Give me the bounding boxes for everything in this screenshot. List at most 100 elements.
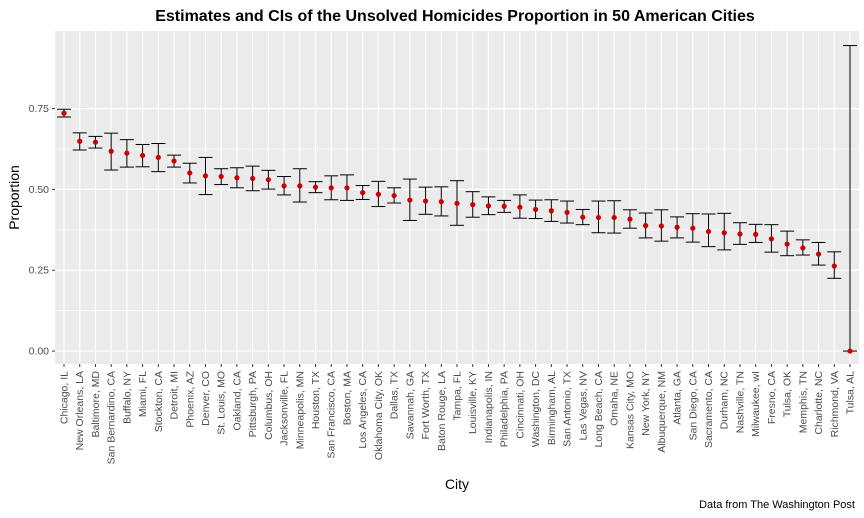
estimate-point	[831, 263, 837, 269]
x-tick-label: Columbus, OH	[263, 371, 275, 440]
estimate-point	[690, 225, 696, 231]
x-tick-label: Cincinnati, OH	[514, 371, 526, 439]
estimate-points	[61, 110, 853, 354]
x-tick-label: Philadelphia, PA	[499, 371, 511, 447]
estimate-point	[218, 173, 224, 180]
chart-title: Estimates and CIs of the Unsolved Homici…	[155, 8, 755, 25]
x-tick-label: Detroit, MI	[169, 371, 181, 419]
x-tick-label: San Francisco, CA	[326, 371, 338, 459]
estimate-point	[375, 191, 381, 197]
estimate-point	[501, 203, 507, 209]
x-tick-label: Denver, CO	[200, 371, 212, 426]
x-tick-label: Oakland, CA	[231, 371, 243, 431]
estimate-point	[77, 138, 83, 144]
x-tick-label: Buffalo, NY	[121, 371, 133, 424]
estimate-point	[470, 202, 476, 208]
estimate-point	[124, 150, 130, 156]
x-tick-label: Tulsa, AL	[845, 371, 857, 415]
estimate-point	[517, 204, 523, 210]
estimate-point	[108, 148, 114, 154]
x-tick-label: Nashville, TN	[734, 371, 746, 433]
y-tick-label: 0.75	[29, 103, 50, 115]
x-tick-label: Jacksonville, FL	[279, 371, 291, 446]
x-tick-label: Minneapolis, MN	[294, 371, 306, 449]
caption: Data from The Washington Post	[699, 499, 855, 511]
estimate-point	[815, 251, 822, 257]
x-tick-label: Fresno, CA	[766, 371, 778, 424]
x-tick-label: Tulsa, OK	[782, 371, 794, 417]
estimate-point	[187, 170, 193, 176]
x-tick-label: Phoenix, AZ	[184, 370, 196, 427]
estimate-point	[344, 185, 350, 191]
estimate-point	[595, 214, 602, 221]
x-tick-label: San Antonio, TX	[562, 371, 574, 447]
estimate-point	[485, 203, 492, 209]
x-axis: Chicago, IL New Orleans, LA Baltimore, MD S…	[59, 364, 857, 464]
estimate-point	[753, 231, 759, 237]
x-tick-label: Stockton, CA	[153, 371, 165, 432]
estimate-point	[391, 192, 397, 199]
estimate-point	[171, 158, 177, 164]
estimate-point	[658, 223, 664, 229]
x-tick-label: Oklahoma City, OK	[373, 371, 385, 460]
x-tick-label: Kansas City, MO	[624, 371, 636, 449]
y-tick-label: 0.00	[29, 346, 50, 358]
x-tick-label: St. Louis, MO	[216, 371, 228, 435]
estimate-point	[438, 199, 444, 205]
estimate-point	[533, 206, 539, 213]
y-axis-title: Proportion	[6, 165, 22, 230]
estimate-point	[61, 110, 67, 116]
x-tick-label: Richmond, VA	[829, 371, 841, 437]
x-tick-label: Indianapolis, IN	[483, 371, 495, 443]
estimate-point	[737, 231, 743, 237]
estimate-point	[202, 173, 209, 179]
y-tick-label: 0.25	[29, 265, 50, 277]
x-tick-label: New Orleans, LA	[74, 371, 86, 450]
x-tick-label: Durham, NC	[719, 371, 731, 430]
x-tick-label: San Diego, CA	[687, 371, 699, 440]
estimate-point	[674, 224, 680, 230]
x-tick-label: Baton Rouge, LA	[436, 371, 448, 451]
x-tick-label: Sacramento, CA	[703, 371, 715, 448]
estimate-point	[580, 214, 586, 220]
x-tick-label: Louisville, KY	[467, 371, 479, 434]
estimate-point	[265, 177, 271, 183]
estimate-point	[784, 241, 790, 247]
x-tick-label: Omaha, NE	[609, 371, 621, 426]
estimate-point	[800, 245, 806, 251]
x-tick-label: Chicago, IL	[59, 371, 71, 424]
estimate-point	[92, 139, 99, 145]
estimate-point	[360, 190, 366, 196]
x-tick-label: Milwaukee, wI	[750, 371, 762, 437]
estimate-point	[454, 200, 460, 206]
x-tick-label: Los Angeles, CA	[357, 371, 369, 449]
x-tick-label: Houston, TX	[310, 371, 322, 429]
x-tick-label: Atlanta, GA	[672, 371, 684, 425]
x-tick-label: Long Beach, CA	[593, 371, 605, 447]
estimate-point	[312, 184, 319, 190]
x-tick-label: Charlotte, NC	[813, 371, 825, 435]
estimate-point	[140, 152, 146, 159]
x-tick-label: Birmingham, AL	[546, 371, 558, 445]
x-tick-label: Tampa, FL	[452, 371, 464, 421]
x-tick-label: Dallas, TX	[389, 371, 401, 419]
estimate-point	[847, 348, 853, 354]
estimate-point	[155, 154, 161, 161]
x-tick-label: Baltimore, MD	[90, 371, 102, 438]
x-tick-label: San Bernardino, CA	[106, 371, 118, 464]
y-axis: 0.00 0.25 0.50 0.75	[29, 103, 55, 358]
x-tick-label: New York, NY	[640, 371, 652, 436]
x-axis-title: City	[445, 476, 469, 492]
estimate-point	[234, 175, 240, 181]
estimate-point	[297, 183, 303, 189]
estimate-point	[422, 198, 429, 204]
estimate-point	[407, 197, 413, 203]
x-tick-label: Pittsburgh, PA	[247, 371, 259, 437]
x-tick-label: Fort Worth, TX	[420, 371, 432, 439]
estimate-point	[643, 223, 649, 229]
y-tick-label: 0.50	[29, 184, 50, 196]
estimate-point	[611, 214, 617, 221]
estimate-point	[721, 230, 727, 236]
x-tick-label: Memphis, TN	[797, 371, 809, 433]
